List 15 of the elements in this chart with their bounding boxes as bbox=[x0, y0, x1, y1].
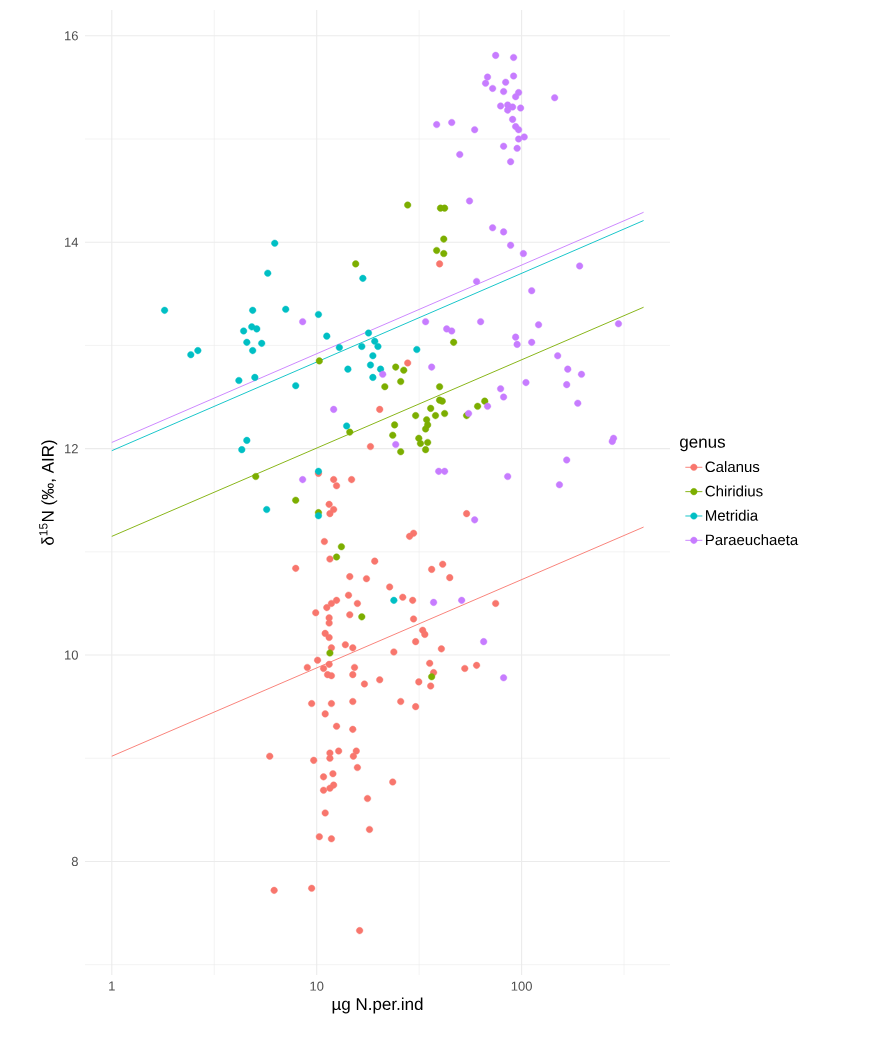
y-tick-label: 8 bbox=[71, 856, 78, 867]
legend-title: genus bbox=[680, 438, 725, 452]
x-axis-title: µg N.per.ind bbox=[332, 997, 423, 1014]
x-tick-label: 1 bbox=[109, 981, 115, 991]
legend-label: Calanus bbox=[705, 461, 760, 473]
y-tick-label: 12 bbox=[65, 444, 78, 454]
y-tick-label: 10 bbox=[65, 650, 78, 660]
y-tick-label: 16 bbox=[65, 31, 78, 41]
legend-label: Paraeuchaeta bbox=[706, 534, 799, 546]
y-axis-title: δ$^{15}$N (‰, AIR) bbox=[39, 440, 58, 545]
legend-label: Metridia bbox=[706, 509, 759, 521]
x-tick-label: 10 bbox=[310, 981, 324, 991]
x-tick-label: 100 bbox=[511, 981, 532, 991]
y-tick-label: 14 bbox=[65, 237, 79, 247]
legend-label: Chiridius bbox=[705, 485, 763, 497]
